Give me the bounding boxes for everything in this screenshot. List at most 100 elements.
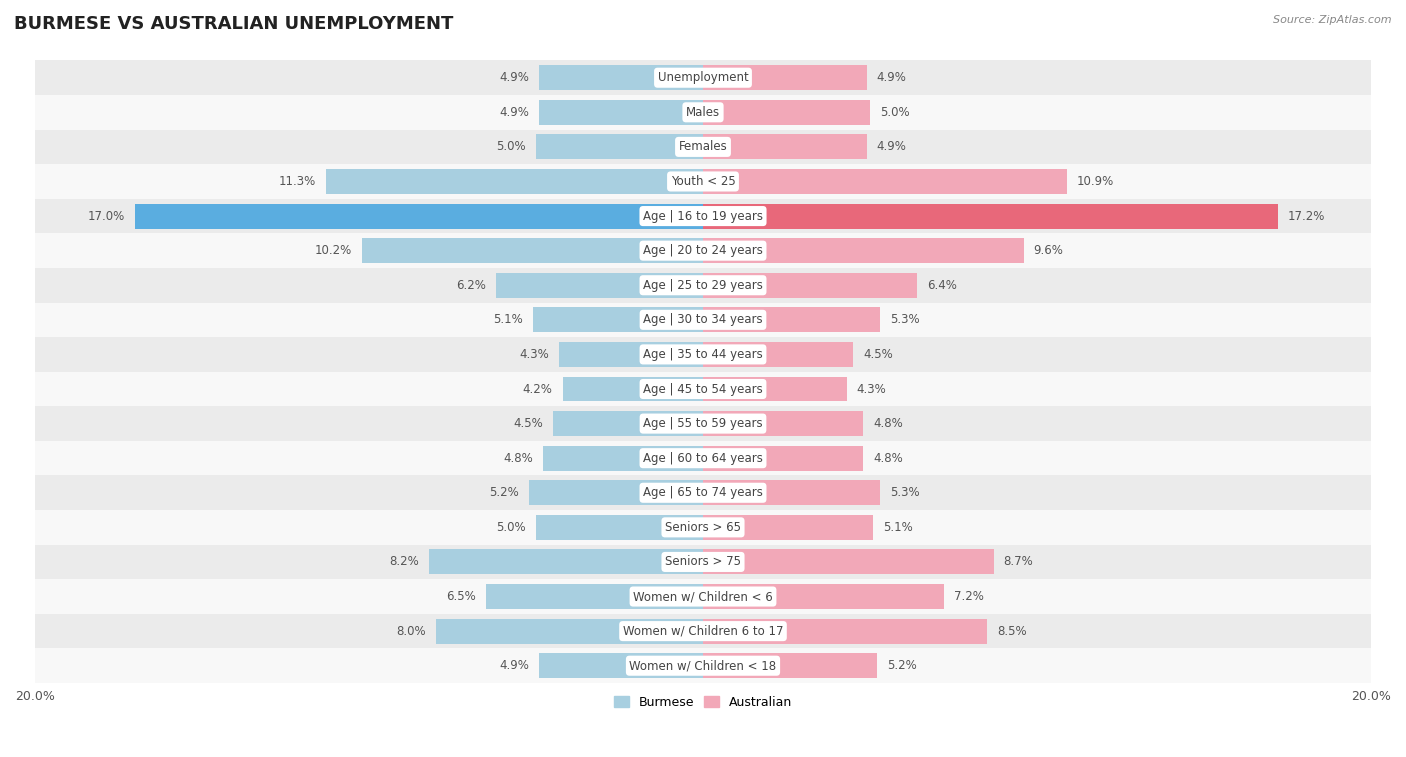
Text: Women w/ Children 6 to 17: Women w/ Children 6 to 17	[623, 625, 783, 637]
Legend: Burmese, Australian: Burmese, Australian	[609, 691, 797, 714]
Text: 5.0%: 5.0%	[496, 521, 526, 534]
Text: 5.3%: 5.3%	[890, 313, 920, 326]
Text: Age | 55 to 59 years: Age | 55 to 59 years	[643, 417, 763, 430]
Text: Seniors > 65: Seniors > 65	[665, 521, 741, 534]
Bar	[703, 550, 994, 575]
Text: 4.5%: 4.5%	[863, 348, 893, 361]
Text: 4.9%: 4.9%	[499, 659, 529, 672]
Text: 4.9%: 4.9%	[877, 71, 907, 84]
Bar	[703, 65, 866, 90]
Bar	[35, 303, 1371, 337]
Text: 4.9%: 4.9%	[499, 106, 529, 119]
Bar	[703, 376, 846, 401]
Text: Unemployment: Unemployment	[658, 71, 748, 84]
Text: 4.9%: 4.9%	[877, 140, 907, 154]
Bar	[35, 199, 1371, 233]
Bar	[703, 135, 866, 159]
Text: 8.0%: 8.0%	[396, 625, 426, 637]
Bar	[562, 376, 703, 401]
Text: Women w/ Children < 18: Women w/ Children < 18	[630, 659, 776, 672]
Bar	[35, 510, 1371, 544]
Bar	[703, 411, 863, 436]
Text: Women w/ Children < 6: Women w/ Children < 6	[633, 590, 773, 603]
Bar	[35, 268, 1371, 303]
Bar	[429, 550, 703, 575]
Bar	[35, 372, 1371, 407]
Bar	[35, 95, 1371, 129]
Text: Age | 65 to 74 years: Age | 65 to 74 years	[643, 486, 763, 500]
Bar	[135, 204, 703, 229]
Text: Age | 45 to 54 years: Age | 45 to 54 years	[643, 382, 763, 395]
Text: 7.2%: 7.2%	[953, 590, 983, 603]
Text: 8.7%: 8.7%	[1004, 556, 1033, 569]
Bar	[35, 544, 1371, 579]
Bar	[436, 618, 703, 643]
Bar	[540, 653, 703, 678]
Bar	[703, 238, 1024, 263]
Text: 4.2%: 4.2%	[523, 382, 553, 395]
Bar	[533, 307, 703, 332]
Text: 4.3%: 4.3%	[856, 382, 886, 395]
Bar	[540, 100, 703, 125]
Bar	[35, 614, 1371, 649]
Text: 4.8%: 4.8%	[873, 417, 903, 430]
Text: 5.0%: 5.0%	[496, 140, 526, 154]
Bar	[703, 342, 853, 367]
Text: 5.1%: 5.1%	[883, 521, 912, 534]
Text: Age | 20 to 24 years: Age | 20 to 24 years	[643, 245, 763, 257]
Text: 10.9%: 10.9%	[1077, 175, 1115, 188]
Bar	[560, 342, 703, 367]
Bar	[35, 337, 1371, 372]
Bar	[703, 446, 863, 471]
Text: 17.2%: 17.2%	[1288, 210, 1324, 223]
Text: 6.4%: 6.4%	[927, 279, 956, 291]
Bar	[35, 129, 1371, 164]
Text: 4.8%: 4.8%	[503, 452, 533, 465]
Text: 8.5%: 8.5%	[997, 625, 1026, 637]
Bar	[703, 480, 880, 505]
Text: Females: Females	[679, 140, 727, 154]
Bar	[35, 441, 1371, 475]
Bar	[35, 233, 1371, 268]
Text: 5.0%: 5.0%	[880, 106, 910, 119]
Text: 4.5%: 4.5%	[513, 417, 543, 430]
Bar	[703, 618, 987, 643]
Text: 11.3%: 11.3%	[278, 175, 315, 188]
Bar	[486, 584, 703, 609]
Bar	[543, 446, 703, 471]
Bar	[35, 649, 1371, 683]
Bar	[703, 273, 917, 298]
Bar	[35, 579, 1371, 614]
Bar	[35, 164, 1371, 199]
Text: 5.3%: 5.3%	[890, 486, 920, 500]
Bar	[553, 411, 703, 436]
Text: 6.5%: 6.5%	[446, 590, 475, 603]
Text: 4.8%: 4.8%	[873, 452, 903, 465]
Text: Seniors > 75: Seniors > 75	[665, 556, 741, 569]
Bar	[496, 273, 703, 298]
Text: Age | 25 to 29 years: Age | 25 to 29 years	[643, 279, 763, 291]
Text: 5.1%: 5.1%	[494, 313, 523, 326]
Text: Youth < 25: Youth < 25	[671, 175, 735, 188]
Text: Source: ZipAtlas.com: Source: ZipAtlas.com	[1274, 15, 1392, 25]
Bar	[536, 135, 703, 159]
Bar	[35, 61, 1371, 95]
Text: 5.2%: 5.2%	[887, 659, 917, 672]
Bar	[536, 515, 703, 540]
Text: Age | 16 to 19 years: Age | 16 to 19 years	[643, 210, 763, 223]
Bar	[703, 100, 870, 125]
Bar	[703, 584, 943, 609]
Text: 9.6%: 9.6%	[1033, 245, 1063, 257]
Bar	[703, 307, 880, 332]
Bar	[35, 475, 1371, 510]
Text: 8.2%: 8.2%	[389, 556, 419, 569]
Bar	[703, 204, 1278, 229]
Text: BURMESE VS AUSTRALIAN UNEMPLOYMENT: BURMESE VS AUSTRALIAN UNEMPLOYMENT	[14, 15, 453, 33]
Bar	[363, 238, 703, 263]
Text: 6.2%: 6.2%	[456, 279, 486, 291]
Bar	[703, 515, 873, 540]
Bar	[540, 65, 703, 90]
Bar	[703, 169, 1067, 194]
Text: 4.9%: 4.9%	[499, 71, 529, 84]
Bar	[529, 480, 703, 505]
